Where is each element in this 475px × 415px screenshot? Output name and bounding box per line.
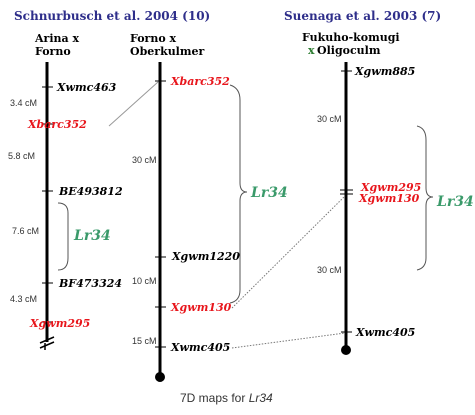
map1-cross-line2: Forno	[35, 45, 71, 58]
map2-marker-xgwm1220: Xgwm1220	[171, 250, 240, 263]
map1-gene-bracket	[57, 202, 69, 271]
source-left: Schnurbusch et al. 2004 (10)	[14, 9, 210, 23]
link-xbarc352	[108, 81, 159, 127]
map3-marker-xwmc405: Xwmc405	[355, 326, 415, 339]
map3-chromosome	[341, 62, 351, 355]
map1-distance: 4.3 cM	[10, 294, 37, 304]
map1-cross-line1: Arina x	[34, 32, 79, 45]
caption-gene: Lr34	[249, 391, 273, 405]
map1-marker-xgwm295: Xgwm295	[29, 317, 90, 330]
map2-cross-line2: Oberkulmer	[130, 45, 205, 58]
map3-marker-xgwm885: Xgwm885	[354, 65, 415, 78]
map1-marker-xbarc352: Xbarc352	[27, 118, 87, 131]
map3-marker-xgwm130: Xgwm130	[358, 192, 420, 205]
map1-marker-be493812: BE493812	[58, 185, 123, 198]
map1-distance: 7.6 cM	[12, 226, 39, 236]
map3-gene-bracket	[416, 125, 434, 271]
figure-caption: 7D maps for Lr34	[180, 391, 273, 405]
link-xgwm130	[231, 195, 346, 309]
map1-distance: 5.8 cM	[8, 151, 35, 161]
link-xwmc405	[231, 332, 346, 349]
map3-gene-label: Lr34	[436, 194, 474, 210]
map1-marker-xwmc463: Xwmc463	[56, 81, 117, 94]
map3-cross-line1: Fukuho-komugi	[302, 31, 400, 44]
source-right: Suenaga et al. 2003 (7)	[284, 9, 441, 23]
map2-cross-line1: Forno x	[130, 32, 177, 45]
map2-marker-xwmc405: Xwmc405	[170, 341, 230, 354]
map1-marker-bf473324: BF473324	[58, 277, 122, 290]
map2-distance: 10 cM	[132, 276, 157, 286]
map1-chromosome	[39, 62, 55, 350]
map2-distance: 15 cM	[132, 336, 157, 346]
map3-distance: 30 cM	[317, 114, 342, 124]
map1-distance: 3.4 cM	[10, 98, 37, 108]
map2-distance: 30 cM	[132, 155, 157, 165]
caption-text: 7D maps for	[180, 391, 249, 405]
map2-marker-xbarc352: Xbarc352	[170, 75, 230, 88]
map3-cross-x: x	[308, 44, 315, 57]
map2-gene-label: Lr34	[250, 185, 288, 201]
map3-marker-xgwm295: Xgwm295	[360, 181, 421, 194]
map2-marker-xgwm130: Xgwm130	[170, 301, 232, 314]
map1-gene-label: Lr34	[73, 228, 111, 244]
map3-cross-line2: Oligoculm	[317, 44, 381, 57]
map2-chromosome	[155, 62, 165, 382]
map2-gene-bracket	[229, 84, 248, 304]
map3-distance: 30 cM	[317, 265, 342, 275]
